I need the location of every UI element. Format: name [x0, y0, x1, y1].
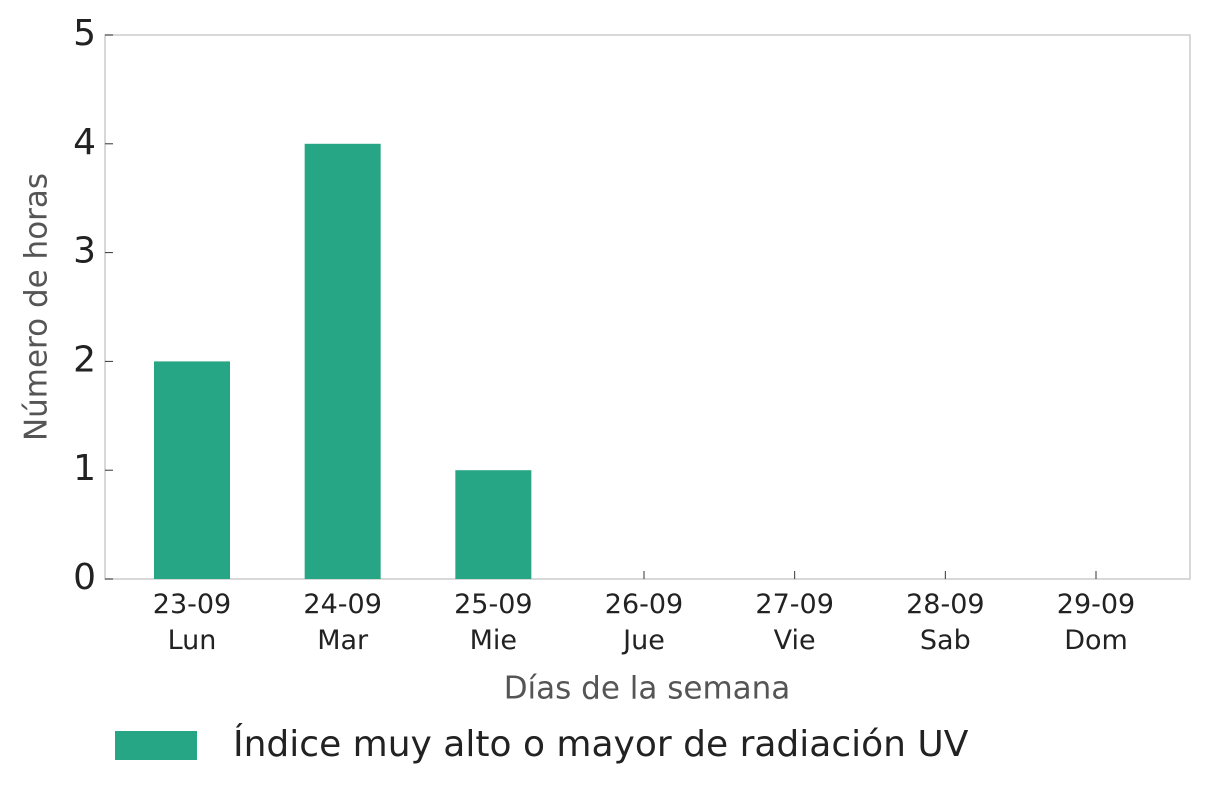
y-tick-label: 2: [73, 339, 96, 380]
x-tick-label: 29-09 Dom: [1057, 589, 1135, 656]
x-tick-label: 28-09 Sab: [906, 589, 984, 656]
legend-label: Índice muy alto o mayor de radiación UV: [233, 723, 969, 765]
x-axis-label: Días de la semana: [504, 671, 791, 707]
y-tick-label: 5: [73, 13, 96, 54]
x-tick-label: 24-09 Mar: [303, 589, 381, 656]
x-tick-label: 26-09 Jue: [605, 589, 683, 656]
y-tick-label: 4: [73, 122, 96, 163]
x-tick-label: 23-09 Lun: [153, 589, 231, 656]
bar: [304, 143, 381, 580]
bar: [154, 361, 230, 579]
x-tick-label: 25-09 Mie: [454, 589, 532, 656]
bar: [455, 470, 532, 579]
y-tick-label: 3: [73, 231, 96, 272]
y-axis-label: Número de horas: [19, 173, 55, 441]
legend-swatch: [115, 731, 197, 760]
y-tick-label: 0: [73, 557, 96, 598]
y-tick-label: 1: [73, 448, 96, 489]
x-tick-label: 27-09 Vie: [755, 589, 833, 656]
plot-frame: [104, 34, 1191, 580]
